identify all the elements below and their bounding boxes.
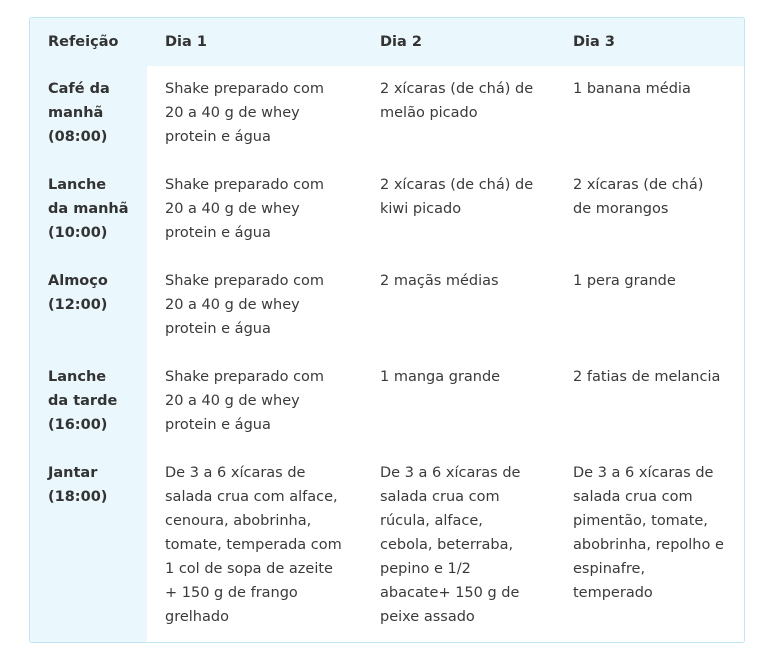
meal-cell: Almoço (12:00) — [30, 258, 147, 354]
meal-cell: Jantar (18:00) — [30, 450, 147, 642]
meal-cell: Café da manhã (08:00) — [30, 66, 147, 162]
table-row: Almoço (12:00) Shake preparado com 20 a 4… — [30, 258, 744, 354]
cell: 2 xícaras (de chá) de melão picado — [380, 81, 534, 121]
cell: 1 manga grande — [380, 369, 501, 385]
cell: 1 banana média — [573, 81, 691, 97]
cell: 2 xícaras (de chá) de morangos — [573, 177, 704, 217]
header-cell: Refeição — [30, 18, 147, 66]
header-cell: Dia 1 — [147, 18, 362, 66]
cell: 2 fatias de melancia — [573, 369, 721, 385]
header-cell: Dia 2 — [362, 18, 555, 66]
meal-cell: Lanche da manhã (10:00) — [30, 162, 147, 258]
table: Refeição Dia 1 Dia 2 Dia 3 Café da manhã (0… — [30, 18, 744, 642]
cell: Shake preparado com 20 a 40 g de whey pr… — [165, 273, 325, 337]
header-row: Refeição Dia 1 Dia 2 Dia 3 — [30, 18, 744, 66]
meal-table: Refeição Dia 1 Dia 2 Dia 3 Café da manhã (0… — [29, 17, 745, 643]
header-cell: Dia 3 — [555, 18, 744, 66]
table-row: Jantar (18:00) De 3 a 6 xícaras de salada… — [30, 450, 744, 642]
table-row: Lanche da tarde (16:00) Shake preparado c… — [30, 354, 744, 450]
table-row: Lanche da manhã (10:00) Shake preparado c… — [30, 162, 744, 258]
cell: Shake preparado com 20 a 40 g de whey pr… — [165, 81, 325, 145]
cell: Shake preparado com 20 a 40 g de whey pr… — [165, 177, 325, 241]
cell: De 3 a 6 xícaras de salada crua com alfa… — [165, 465, 342, 625]
table-body: Café da manhã (08:00) Shake preparado com… — [30, 66, 744, 642]
cell: 2 xícaras (de chá) de kiwi picado — [380, 177, 534, 217]
cell: De 3 a 6 xícaras de salada crua com pime… — [573, 465, 724, 601]
cell: Shake preparado com 20 a 40 g de whey pr… — [165, 369, 325, 433]
meal-cell: Lanche da tarde (16:00) — [30, 354, 147, 450]
cell: 2 maçãs médias — [380, 273, 499, 289]
cell: 1 pera grande — [573, 273, 676, 289]
table-row: Café da manhã (08:00) Shake preparado com… — [30, 66, 744, 162]
cell: De 3 a 6 xícaras de salada crua com rúcu… — [380, 465, 521, 625]
